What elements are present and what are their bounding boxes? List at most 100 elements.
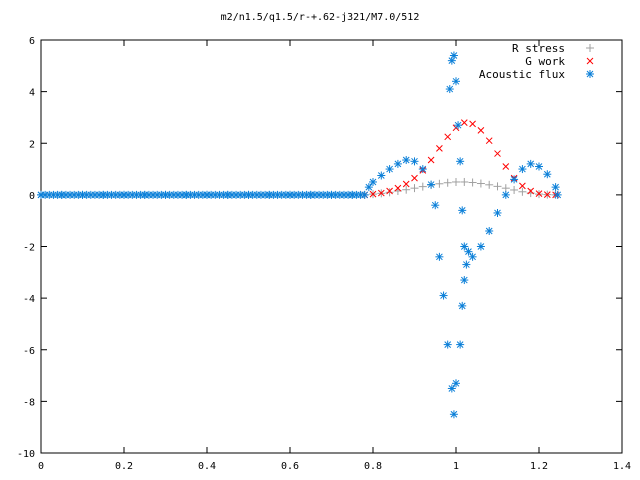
r-stress-point <box>460 177 469 186</box>
acoustic-flux-point <box>493 208 502 217</box>
y-tick-label: -6 <box>23 346 35 357</box>
r-stress-point <box>468 178 477 187</box>
r-stress-point <box>476 179 485 188</box>
y-tick-label: 0 <box>29 191 35 202</box>
acoustic-flux-point <box>449 51 458 60</box>
acoustic-flux-point <box>468 252 477 261</box>
x-tick: 1.2 <box>530 40 548 472</box>
acoustic-flux-point <box>452 379 460 388</box>
acoustic-flux-point <box>526 159 535 168</box>
acoustic-flux-point <box>356 190 365 199</box>
acoustic-flux-point <box>456 340 465 349</box>
x-tick-label: 1.2 <box>530 461 548 472</box>
g-work-point <box>427 156 435 164</box>
acoustic-flux-point <box>431 201 440 210</box>
acoustic-flux-point <box>445 85 454 94</box>
r-stress-point <box>518 187 527 196</box>
legend-marker <box>586 44 594 52</box>
r-stress-point <box>452 177 460 186</box>
g-work-point <box>543 191 551 198</box>
r-stress-point <box>510 185 519 194</box>
g-work-point <box>469 120 476 128</box>
y-tick-label: -4 <box>23 294 35 305</box>
acoustic-flux-point <box>553 190 562 199</box>
r-stress-point <box>443 178 452 187</box>
g-work-point <box>535 190 543 197</box>
acoustic-flux-point <box>510 175 519 184</box>
y-tick-label: -2 <box>23 243 35 254</box>
r-stress-point <box>418 182 427 191</box>
axis-ticks: 0 0.2 0.4 0.6 0.8 1 1.2 1.4 -10 -8 -6 -4 -2 0 2 4 6 <box>17 36 631 472</box>
acoustic-flux-point <box>393 159 402 168</box>
g-work-point <box>494 150 501 157</box>
legend-label: G work <box>525 55 565 68</box>
acoustic-flux-point <box>439 291 448 300</box>
y-tick-label: -8 <box>23 397 35 408</box>
g-work-point <box>386 187 393 195</box>
acoustic-flux-point <box>454 121 463 130</box>
g-work-point <box>485 137 493 145</box>
x-tick: 0.8 <box>364 40 382 472</box>
x-tick: 0.2 <box>115 40 133 472</box>
x-tick-label: 0.2 <box>115 461 133 472</box>
y-tick: 2 <box>29 139 622 150</box>
g-work-point <box>444 133 452 141</box>
x-tick-label: 0.6 <box>281 461 299 472</box>
y-tick: -6 <box>23 346 622 357</box>
x-tick-label: 0.8 <box>364 461 382 472</box>
r-stress-point <box>485 180 494 189</box>
acoustic-flux-point <box>464 247 473 256</box>
y-tick-label: 6 <box>29 36 35 47</box>
acoustic-flux-point <box>460 276 469 285</box>
g-work-point <box>527 187 535 195</box>
acoustic-flux-point <box>501 190 510 199</box>
legend-label: Acoustic flux <box>479 68 565 81</box>
legend-marker <box>586 57 594 65</box>
g-work-point <box>477 126 485 134</box>
g-work-point <box>519 182 526 190</box>
r-stress-point <box>410 184 419 193</box>
acoustic-flux-point <box>476 242 485 251</box>
x-tick-label: 0.4 <box>198 461 216 472</box>
acoustic-flux-point <box>385 165 394 174</box>
chart-title: m2/n1.5/q1.5/r-+.62-j321/M7.0/512 <box>221 12 420 23</box>
acoustic-flux-point <box>456 157 465 166</box>
acoustic-flux-point <box>535 162 543 171</box>
r-stress-point <box>385 188 394 197</box>
r-stress-point <box>526 189 535 198</box>
y-tick: -2 <box>23 243 622 254</box>
y-tick: 4 <box>29 88 622 99</box>
r-stress-point <box>402 185 411 194</box>
acoustic-flux-point <box>462 260 471 269</box>
r-stress-point <box>493 182 502 191</box>
y-tick: -10 <box>17 449 622 460</box>
acoustic-flux-point <box>460 242 469 251</box>
legend-label: R stress <box>512 42 565 55</box>
r-stress-point <box>501 184 510 193</box>
plot-frame <box>40 39 623 454</box>
acoustic-flux-point <box>377 171 386 180</box>
legend-marker <box>586 70 594 78</box>
y-tick: -4 <box>23 294 622 305</box>
x-tick-label: 0 <box>38 461 44 472</box>
acoustic-flux-point <box>458 301 467 310</box>
acoustic-flux-point <box>427 180 436 189</box>
g-work-point <box>369 190 377 198</box>
r-stress-point <box>435 179 444 188</box>
acoustic-flux-point <box>458 206 467 215</box>
acoustic-flux-point <box>518 165 527 174</box>
g-work-point <box>377 189 385 197</box>
acoustic-flux-point <box>551 183 560 192</box>
acoustic-flux-point <box>543 170 552 179</box>
acoustic-flux-point <box>364 183 373 192</box>
x-tick: 0 <box>38 40 44 472</box>
acoustic-flux-point <box>452 77 460 86</box>
x-tick-label: 1.4 <box>613 461 631 472</box>
series-plus <box>360 177 560 199</box>
g-work-point <box>402 180 410 188</box>
g-work-point <box>502 163 510 170</box>
g-work-point <box>394 184 402 192</box>
acoustic-flux-point <box>418 165 427 174</box>
